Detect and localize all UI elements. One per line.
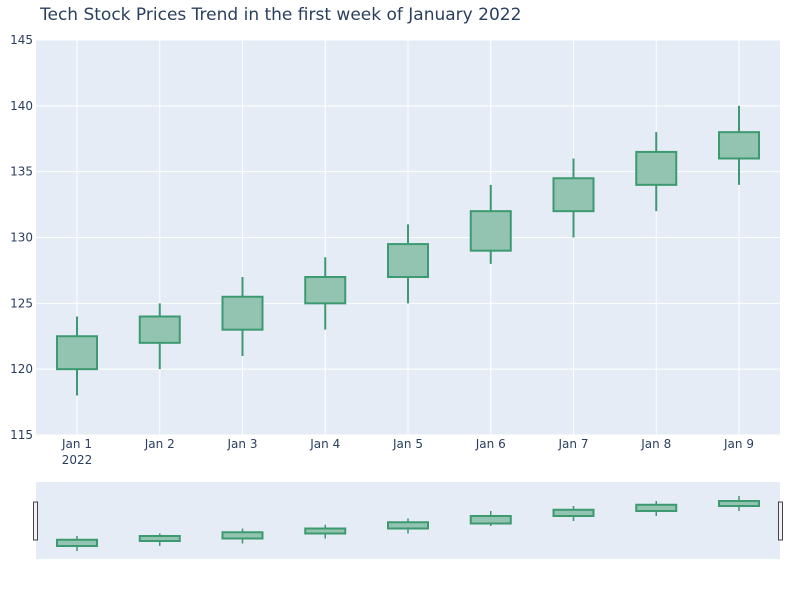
- x-tick-label: Jan 4: [309, 437, 340, 451]
- y-tick-label: 145: [10, 33, 33, 47]
- x-tick-label: Jan 5: [392, 437, 423, 451]
- y-tick-label: 135: [10, 165, 33, 179]
- range-slider-right-handle[interactable]: [778, 501, 783, 541]
- candles-main[interactable]: [56, 105, 760, 396]
- y-tick-label: 120: [10, 362, 33, 376]
- x-tick-label: Jan 2: [144, 437, 175, 451]
- slider-candle-body: [552, 508, 595, 517]
- y-tick-label: 140: [10, 99, 33, 113]
- range-slider-left-handle[interactable]: [33, 501, 38, 541]
- candle-body[interactable]: [221, 295, 264, 331]
- candle-body[interactable]: [635, 150, 678, 186]
- x-tick-label: Jan 7: [558, 437, 589, 451]
- x-tick-label: Jan 8: [640, 437, 671, 451]
- candle-body[interactable]: [718, 131, 760, 160]
- slider-candle-body: [387, 521, 429, 530]
- candle-body[interactable]: [304, 276, 347, 305]
- x-tick-label: Jan 3: [227, 437, 258, 451]
- slider-candle-body: [138, 535, 181, 542]
- y-tick-label: 115: [10, 428, 33, 442]
- x-tick-label: Jan 6: [475, 437, 506, 451]
- x-tick-label: Jan 1: [61, 437, 92, 451]
- y-axis: 115 120 125 130 135 140 145: [10, 33, 33, 442]
- candle-body[interactable]: [56, 335, 98, 371]
- x-year-label: 2022: [62, 453, 93, 467]
- y-tick-label: 130: [10, 231, 33, 245]
- slider-candle-body: [469, 515, 512, 525]
- chart-title: Tech Stock Prices Trend in the first wee…: [39, 5, 521, 25]
- x-tick-label: Jan 9: [723, 437, 754, 451]
- candle-body[interactable]: [387, 243, 429, 278]
- slider-candle-body: [56, 538, 98, 547]
- slider-candle-body: [718, 500, 760, 507]
- candle-body[interactable]: [469, 210, 512, 252]
- candle-body[interactable]: [552, 177, 595, 213]
- candle-body[interactable]: [138, 315, 181, 344]
- y-tick-label: 125: [10, 296, 33, 310]
- range-slider-candles: [56, 496, 760, 551]
- x-axis: Jan 1 Jan 2 Jan 3 Jan 4 Jan 5 Jan 6 Jan 7 Jan 8…: [61, 437, 754, 451]
- slider-candle-body: [304, 527, 347, 535]
- slider-candle-body: [221, 531, 264, 540]
- slider-candle-body: [635, 503, 678, 512]
